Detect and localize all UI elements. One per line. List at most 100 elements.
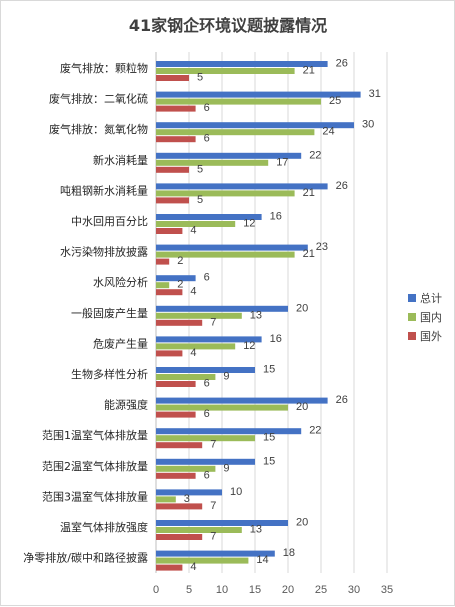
category-label: 废气排放：颗粒物 xyxy=(60,61,148,75)
chart-title: 41家钢企环境议题披露情况 xyxy=(129,16,327,35)
data-label: 12 xyxy=(243,218,255,230)
category-labels: 废气排放：颗粒物废气排放：二氧化硫废气排放：氮氧化物新水消耗量吨粗钢新水消耗量中… xyxy=(23,61,148,565)
legend-label: 国外 xyxy=(420,330,442,343)
category-label: 温室气体排放强度 xyxy=(60,520,148,534)
category-label: 生物多样性分析 xyxy=(71,367,148,381)
x-tick-label: 25 xyxy=(315,584,327,596)
data-label: 6 xyxy=(204,133,210,145)
data-label: 21 xyxy=(303,65,315,77)
bar xyxy=(156,550,275,557)
bar xyxy=(156,91,361,98)
bar xyxy=(156,190,295,197)
category-label: 范围2温室气体排放量 xyxy=(42,459,148,473)
data-label: 7 xyxy=(210,500,216,512)
bar xyxy=(156,221,236,227)
data-label: 7 xyxy=(210,439,216,451)
bar xyxy=(156,305,288,312)
data-label: 24 xyxy=(322,126,334,138)
x-tick-label: 0 xyxy=(153,584,159,596)
bar xyxy=(156,343,236,350)
bar xyxy=(156,282,170,289)
bar xyxy=(156,122,354,129)
data-label: 9 xyxy=(223,371,229,383)
bar xyxy=(156,397,328,404)
bar xyxy=(156,251,295,258)
data-label: 6 xyxy=(204,378,210,390)
data-label: 15 xyxy=(263,364,275,376)
bar xyxy=(156,312,242,319)
category-label: 废气排放：二氧化硫 xyxy=(49,92,148,106)
bar xyxy=(156,404,288,411)
data-label: 26 xyxy=(336,58,348,70)
bar xyxy=(156,374,216,380)
bar xyxy=(156,136,196,143)
data-label: 17 xyxy=(276,156,288,168)
data-label: 10 xyxy=(230,486,242,498)
data-label: 21 xyxy=(303,248,315,260)
legend-swatch xyxy=(408,313,416,321)
category-label: 一般固废产生量 xyxy=(71,306,148,320)
data-label: 2 xyxy=(177,255,183,267)
data-label: 4 xyxy=(190,225,196,237)
data-label: 20 xyxy=(296,517,308,529)
bar xyxy=(156,458,255,465)
data-label: 16 xyxy=(270,333,282,345)
bar xyxy=(156,75,189,81)
bar xyxy=(156,465,216,472)
bar xyxy=(156,557,249,564)
legend-label: 总计 xyxy=(420,291,442,305)
bar xyxy=(156,166,189,173)
bar xyxy=(156,428,302,435)
bar xyxy=(156,275,196,282)
category-label: 水风险分析 xyxy=(93,275,148,289)
bar xyxy=(156,197,189,204)
category-label: 危废产生量 xyxy=(93,336,148,350)
data-label: 21 xyxy=(303,187,315,199)
category-label: 水污染物排放披露 xyxy=(60,245,148,259)
legend-label: 国内 xyxy=(420,310,442,324)
bar xyxy=(156,367,255,373)
data-label: 20 xyxy=(296,302,308,314)
data-label: 26 xyxy=(336,180,348,192)
bar xyxy=(156,129,315,136)
data-label: 6 xyxy=(204,102,210,114)
data-label: 31 xyxy=(369,88,381,100)
bar xyxy=(156,435,255,442)
bar xyxy=(156,214,262,220)
bar xyxy=(156,159,269,166)
bar xyxy=(156,61,328,67)
x-tick-label: 5 xyxy=(186,584,192,596)
category-label: 废气排放：氮氧化物 xyxy=(49,122,148,136)
bar xyxy=(156,183,328,190)
x-tick-label: 20 xyxy=(282,584,294,596)
bar xyxy=(156,564,183,571)
data-label: 4 xyxy=(190,286,196,298)
x-tick-label: 15 xyxy=(249,584,261,596)
bar xyxy=(156,258,170,265)
data-label: 9 xyxy=(223,462,229,474)
data-label: 5 xyxy=(197,194,203,206)
bar xyxy=(156,350,183,357)
category-label: 能源强度 xyxy=(104,398,148,412)
bar xyxy=(156,489,222,496)
bar xyxy=(156,152,302,159)
bar xyxy=(156,98,321,105)
x-tick-label: 35 xyxy=(381,584,393,596)
data-label: 23 xyxy=(316,241,328,253)
bar xyxy=(156,527,242,533)
legend-swatch xyxy=(408,294,416,302)
gridlines xyxy=(155,52,388,573)
data-label: 6 xyxy=(204,408,210,420)
data-label: 2 xyxy=(177,279,183,291)
data-label: 14 xyxy=(256,554,268,566)
bar xyxy=(156,496,176,503)
data-label: 25 xyxy=(329,95,341,107)
data-label: 12 xyxy=(243,340,255,352)
bar xyxy=(156,520,288,526)
category-label: 新水消耗量 xyxy=(93,153,148,167)
bar xyxy=(156,244,308,251)
bar xyxy=(156,442,203,449)
legend-swatch xyxy=(408,332,416,340)
